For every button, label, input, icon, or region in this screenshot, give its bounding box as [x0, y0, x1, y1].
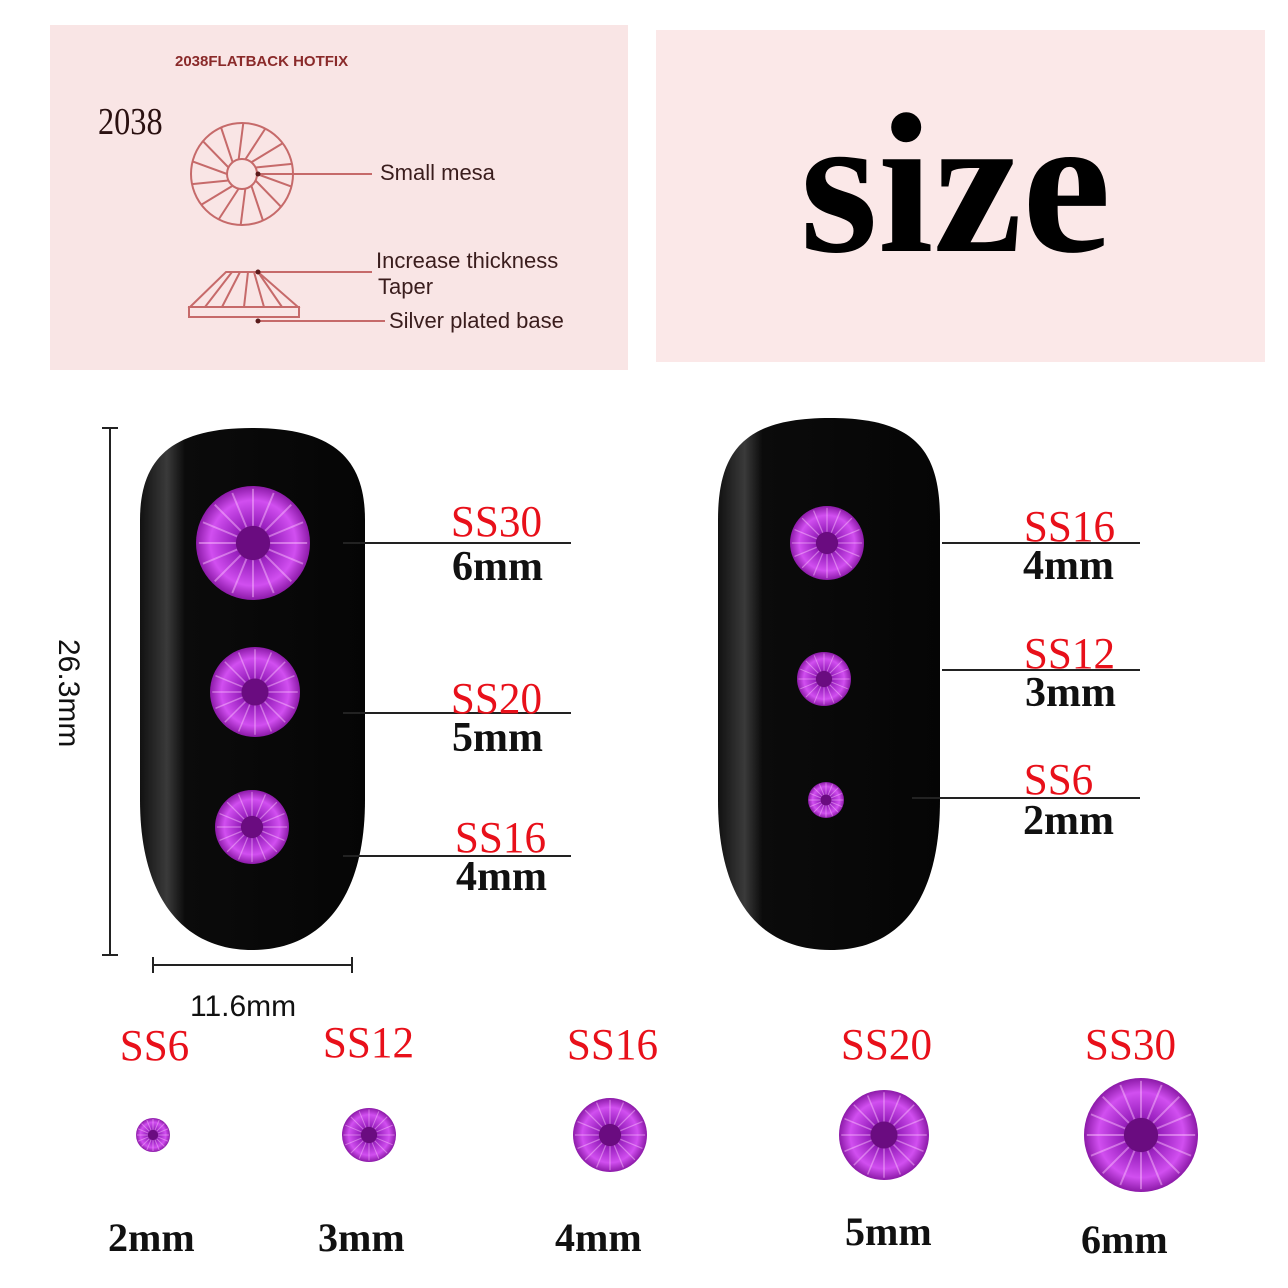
rhinestone-top-view-icon [190, 122, 294, 226]
nail-right-code-1: SS16 [1023, 502, 1116, 551]
chart-size-6mm: 6mm [1081, 1217, 1168, 1262]
nail-right-code-2: SS12 [1023, 629, 1116, 678]
leader-line [942, 542, 1140, 544]
nail-left-size-2: 5mm [452, 715, 543, 761]
rhinestone-side-view-icon [187, 271, 301, 318]
chart-size-4mm: 4mm [555, 1215, 642, 1260]
chart-code-ss12: SS12 [322, 1018, 415, 1067]
nail-left-size-1: 6mm [452, 544, 543, 590]
label-increase-thickness: Increase thickness [376, 248, 559, 273]
nail-left-code-3: SS16 [454, 813, 547, 862]
rhinestone-gem-icon [790, 506, 864, 580]
nail-left-code-1: SS30 [450, 497, 543, 546]
rhinestone-gem-icon [839, 1090, 929, 1180]
leader-line [343, 712, 571, 714]
chart-code-ss30: SS30 [1084, 1020, 1177, 1069]
nail-height-label: 26.3mm [52, 639, 85, 748]
nail-right-size-3: 2mm [1023, 798, 1114, 844]
rhinestone-gem-icon [1084, 1078, 1198, 1192]
rhinestone-diagram-panel [50, 25, 628, 370]
label-taper: Taper [378, 274, 434, 299]
nail-width-label: 11.6mm [190, 990, 297, 1023]
size-title: size [800, 74, 1111, 295]
rhinestone-gem-icon [797, 652, 851, 706]
nail-right-size-1: 4mm [1023, 543, 1114, 589]
dimension-lines [102, 427, 353, 973]
diagram-leader-lines [258, 173, 385, 322]
rhinestone-gem-icon [573, 1098, 647, 1172]
leader-line [912, 797, 1140, 799]
leader-line [343, 855, 571, 857]
rhinestone-gem-icon [136, 1118, 170, 1152]
model-number: 2038 [98, 101, 163, 143]
rhinestone-gem-icon [342, 1108, 396, 1162]
rhinestone-gem-icon [808, 782, 844, 818]
rhinestone-gem-icon [210, 647, 300, 737]
nail-left-size-3: 4mm [456, 854, 547, 900]
leader-line [942, 669, 1140, 671]
nail-left-code-2: SS20 [450, 674, 543, 723]
chart-code-ss6: SS6 [119, 1021, 190, 1070]
label-silver-plated-base: Silver plated base [389, 308, 564, 333]
rhinestone-gem-icon [215, 790, 289, 864]
label-small-mesa: Small mesa [380, 160, 495, 185]
chart-code-ss20: SS20 [840, 1020, 933, 1069]
diagram-heading: 2038FLATBACK HOTFIX [175, 53, 349, 70]
nail-right-size-2: 3mm [1025, 670, 1116, 716]
chart-size-3mm: 3mm [318, 1215, 405, 1260]
rhinestone-gem-icon [196, 486, 310, 600]
chart-code-ss16: SS16 [566, 1020, 659, 1069]
chart-size-5mm: 5mm [845, 1209, 932, 1254]
title-panel [656, 30, 1265, 362]
leader-line [343, 542, 571, 544]
nail-right-code-3: SS6 [1023, 755, 1094, 804]
chart-size-2mm: 2mm [108, 1215, 195, 1260]
